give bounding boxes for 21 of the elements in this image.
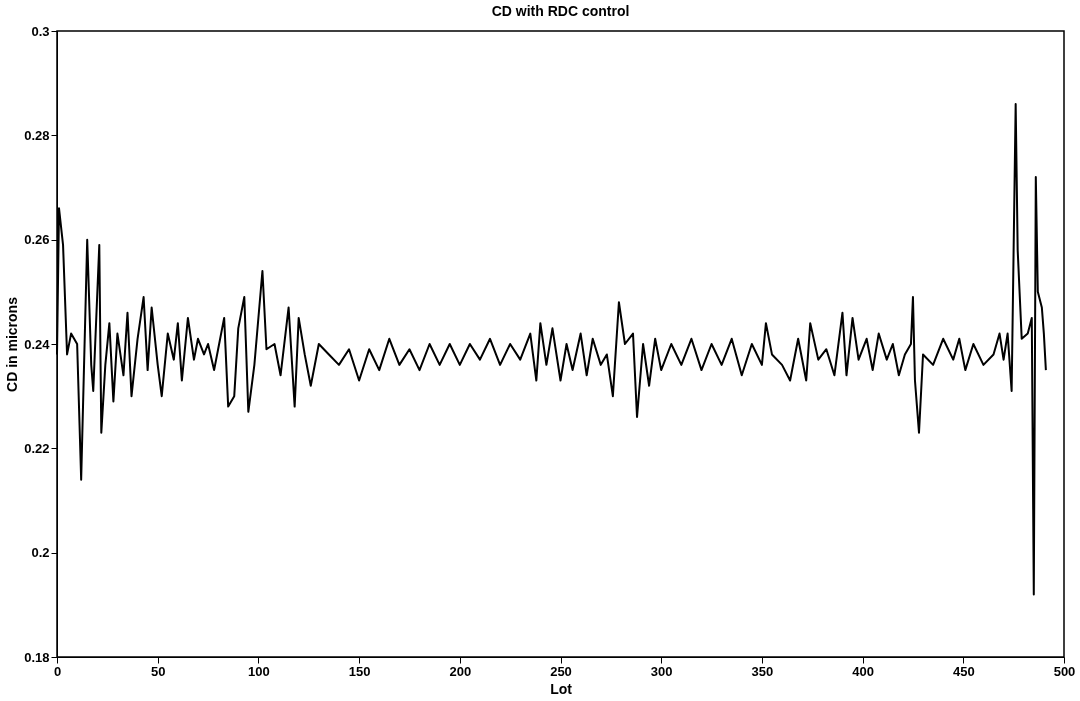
x-tick-label: 200 (449, 663, 472, 679)
x-tick-label: 350 (751, 663, 774, 679)
y-tick-label: 0.3 (31, 23, 50, 39)
x-tick-label: 450 (952, 663, 975, 679)
y-axis-title: CD in microns (4, 296, 21, 392)
y-tick-label: 0.22 (24, 440, 50, 456)
y-tick-label: 0.2 (31, 545, 50, 561)
y-tick-label: 0.24 (24, 336, 51, 352)
x-tick-label: 250 (550, 663, 572, 679)
x-tick-label: 300 (650, 663, 673, 679)
y-tick-label: 0.28 (24, 127, 50, 143)
x-tick-label: 500 (1053, 663, 1076, 679)
y-tick-label: 0.18 (24, 649, 50, 665)
x-tick-label: 0 (53, 663, 62, 679)
x-axis-title: Lot (550, 680, 573, 697)
x-tick-label: 100 (248, 663, 270, 679)
x-tick-label: 400 (852, 663, 874, 679)
y-tick-label: 0.26 (24, 232, 50, 248)
x-tick-label: 50 (150, 663, 166, 679)
chart-title: CD with RDC control (491, 3, 630, 19)
x-tick-label: 150 (348, 663, 371, 679)
